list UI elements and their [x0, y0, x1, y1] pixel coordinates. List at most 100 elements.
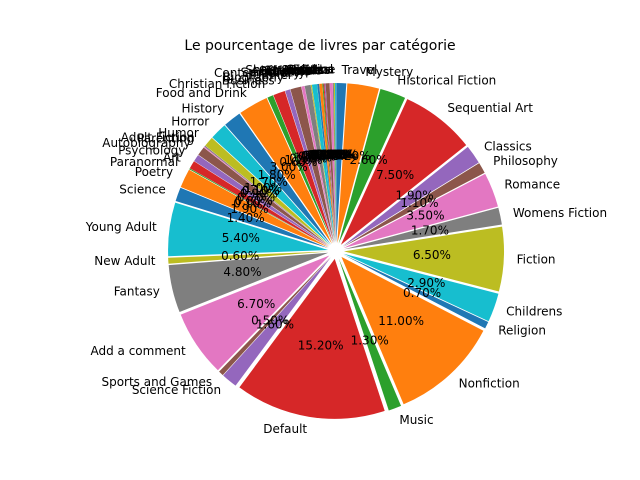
category-label-childrens: Childrens: [506, 305, 562, 319]
category-label-parenting: Parenting: [137, 131, 194, 145]
category-label-short-stories: Short Stories: [245, 63, 323, 77]
category-label-suspense: Suspense: [264, 63, 322, 77]
percentage-label-music: 1.30%: [351, 333, 389, 347]
category-label-sequential-art: Sequential Art: [447, 101, 533, 115]
pie-slice-adult-fiction: [204, 145, 330, 247]
percentage-label-humor: 1.00%: [244, 181, 282, 195]
percentage-label-psychology: 0.70%: [237, 190, 275, 204]
pie-slice-politics: [329, 83, 336, 244]
pie-slice-travel: [336, 83, 347, 244]
percentage-label-erotica: 0.10%: [316, 148, 354, 162]
percentage-label-spirituality: 0.60%: [301, 149, 339, 163]
pie-slice-paranormal: [189, 168, 330, 248]
percentage-label-religion: 0.70%: [403, 286, 441, 300]
pie-slice-health: [325, 83, 336, 244]
percentage-label-new-adult: 0.60%: [221, 249, 259, 263]
category-label-paranormal: Paranormal: [110, 155, 178, 169]
percentage-label-history: 1.80%: [258, 168, 296, 182]
percentage-label-novels: 0.10%: [311, 148, 349, 162]
percentage-label-add-a-comment: 6.70%: [237, 297, 275, 311]
category-label-spirituality: Spirituality: [240, 65, 305, 79]
percentage-label-science: 1.40%: [227, 211, 265, 225]
pie-slice-classics: [342, 146, 479, 247]
pie-slice-religion: [343, 254, 489, 329]
category-label-religion: Religion: [498, 323, 546, 337]
category-label-adult-fiction: Adult Fiction: [121, 131, 195, 145]
pie-slice-sports-and-games: [219, 256, 331, 376]
category-label-thriller: Thriller: [249, 68, 292, 82]
percentage-label-parenting: 0.10%: [242, 184, 280, 198]
pie-slice-fantasy: [168, 252, 329, 312]
category-label-art: Art: [163, 151, 181, 165]
category-label-default: Default: [263, 422, 307, 436]
percentage-label-short-stories: 0.10%: [310, 148, 348, 162]
percentage-label-health: 0.40%: [312, 148, 350, 162]
category-label-humor: Humor: [158, 126, 199, 140]
pie-slice-mystery: [337, 83, 380, 244]
category-label-add-a-comment: Add a comment: [90, 344, 186, 358]
category-label-psychology: Psychology: [118, 143, 185, 157]
pie-slice-self-help: [311, 84, 335, 244]
percentage-label-adult-fiction: 0.10%: [242, 184, 280, 198]
percentage-label-romance: 3.50%: [406, 209, 444, 223]
category-label-food-and-drink: Food and Drink: [156, 86, 247, 100]
category-label-sports-and-games: Sports and Games: [101, 375, 212, 389]
percentage-label-sequential-art: 7.50%: [376, 168, 414, 182]
category-label-academic: Academic: [251, 65, 310, 79]
pie-slice-academic: [310, 84, 335, 244]
pie-slice-spirituality: [304, 84, 335, 244]
percentage-label-classics: 1.90%: [396, 188, 434, 202]
category-label-christian-fiction: Christian Fiction: [169, 77, 265, 91]
category-label-business: Business: [222, 73, 275, 87]
category-label-mystery: Mystery: [365, 65, 413, 79]
percentage-label-food-and-drink: 3.00%: [270, 160, 308, 174]
percentage-label-default: 15.20%: [298, 338, 344, 352]
category-label-history: History: [181, 101, 224, 115]
percentage-label-travel: 1.00%: [320, 148, 358, 162]
pie-slice-humor: [205, 137, 330, 246]
percentage-label-science-fiction: 1.60%: [256, 318, 294, 332]
category-label-christian: Christian: [266, 63, 320, 77]
pie-slice-romance: [343, 173, 498, 249]
pie-slice-christian: [319, 83, 336, 244]
percentage-label-fantasy: 4.80%: [223, 265, 261, 279]
percentage-label-biography: 0.50%: [289, 152, 327, 166]
pie-slice-suspense: [322, 83, 336, 244]
category-label-philosophy: Philosophy: [493, 154, 558, 168]
pie-slice-add-a-comment: [180, 255, 330, 371]
pie-slice-historical: [317, 83, 336, 244]
category-label-biography: Biography: [223, 70, 284, 84]
category-label-autobiography: Autobiography: [102, 136, 190, 150]
pie-slice-biography: [285, 89, 334, 244]
pie-slice-womens-fiction: [343, 207, 502, 250]
percentage-labels: 1.00%3.20%2.60%7.50%1.90%1.10%3.50%1.70%…: [221, 148, 451, 353]
category-label-horror: Horror: [171, 115, 209, 129]
category-label-health: Health: [288, 63, 327, 77]
percentage-label-cultural: 0.10%: [315, 148, 353, 162]
pie-slice-science-fiction: [223, 257, 331, 386]
percentage-label-autobiography: 0.90%: [240, 186, 278, 200]
pie-slice-autobiography: [198, 147, 330, 247]
pie-slice-art: [189, 161, 330, 247]
percentage-label-womens-fiction: 1.70%: [411, 224, 449, 238]
pie-slice-philosophy: [342, 163, 485, 248]
category-label-womens-fiction: Womens Fiction: [513, 206, 607, 220]
percentage-label-thriller: 1.10%: [294, 150, 332, 164]
pie-slice-christian-fiction: [267, 95, 333, 244]
category-label-travel: Travel: [341, 63, 378, 77]
category-label-politics: Politics: [289, 63, 331, 77]
pie-slice-thriller: [290, 86, 335, 244]
pie-slice-short-stories: [323, 83, 336, 244]
category-label-fiction: Fiction: [517, 252, 556, 266]
percentage-label-historical-fiction: 2.60%: [349, 153, 387, 167]
pie-slice-parenting: [203, 146, 330, 247]
category-label-poetry: Poetry: [135, 165, 173, 179]
pie-slice-psychology: [194, 155, 330, 247]
category-label-young-adult: Young Adult: [85, 220, 157, 234]
pie-slice-history: [225, 113, 332, 245]
category-label-science-fiction: Science Fiction: [132, 383, 221, 397]
pie-slice-food-and-drink: [240, 98, 333, 245]
percentage-label-sports-and-games: 0.50%: [251, 313, 289, 327]
category-label-contemporary: Contemporary: [214, 66, 300, 80]
category-label-erotica: Erotica: [293, 63, 335, 77]
